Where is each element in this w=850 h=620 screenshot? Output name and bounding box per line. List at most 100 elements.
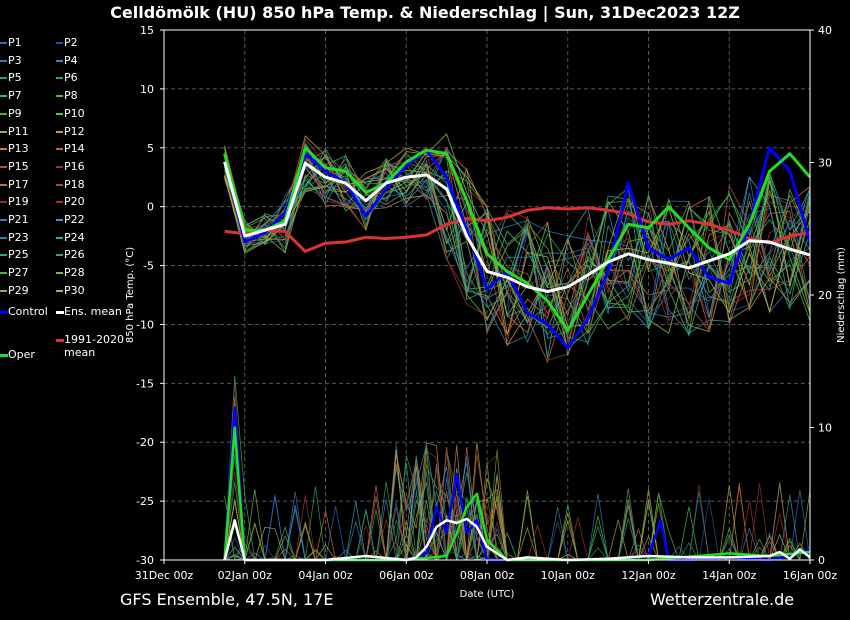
legend-swatch (0, 112, 7, 115)
y-axis-label: 850 hPa Temp. (°C) (125, 247, 136, 343)
legend-swatch (0, 354, 8, 357)
legend-swatch (0, 42, 7, 44)
legend-label: P30 (64, 283, 85, 297)
legend-swatch (0, 130, 7, 133)
legend-label: P20 (64, 195, 85, 209)
legend-label: P10 (64, 106, 85, 120)
footer-model-info: GFS Ensemble, 47.5N, 17E (120, 590, 334, 609)
y2-tick-label: 40 (818, 24, 832, 37)
ens-mean-line (223, 161, 811, 293)
legend-label: P19 (8, 195, 29, 209)
legend-label: Oper (8, 348, 35, 361)
legend-label: P5 (8, 71, 22, 85)
legend-swatch (56, 289, 63, 292)
y-tick-label: -5 (143, 260, 154, 273)
y2-tick-label: 20 (818, 289, 832, 302)
x-tick-label: 08Jan 00z (460, 569, 514, 582)
legend: P1 P2 P3 P4 P5 P6 P7 P8 P9 P10 P11 P12 P13 P14 P15 P16 P… (0, 35, 130, 375)
ensemble-member-line (224, 154, 811, 340)
legend-label: P16 (64, 159, 85, 173)
legend-label: 1991-2020 mean (64, 333, 124, 359)
legend-swatch (56, 254, 63, 257)
legend-label: P24 (64, 230, 85, 244)
legend-label: Ens. mean (64, 305, 122, 318)
legend-label: P18 (64, 177, 85, 191)
legend-label: P21 (8, 213, 29, 226)
legend-swatch (0, 289, 7, 292)
legend-swatch (56, 165, 63, 168)
x-axis-label: Date (UTC) (460, 589, 515, 600)
legend-label: P12 (64, 124, 85, 138)
legend-swatch (0, 95, 7, 98)
legend-label: P13 (8, 142, 29, 156)
legend-label: P2 (64, 36, 78, 49)
ensemble-member-precip-line (224, 447, 810, 561)
legend-swatch (56, 130, 63, 133)
control-line (223, 146, 812, 350)
legend-label: P1 (8, 36, 22, 49)
x-tick-label: 31Dec 00z (135, 569, 194, 582)
legend-swatch (0, 183, 7, 186)
legend-label: P9 (8, 106, 22, 120)
legend-swatch (0, 148, 7, 151)
y-tick-label: -15 (136, 377, 154, 390)
y-tick-label: -30 (136, 554, 154, 567)
ensemble-member-line (224, 141, 811, 361)
legend-swatch (0, 201, 7, 204)
legend-label: P23 (8, 230, 29, 244)
y2-axis-label: Niederschlag (mm) (836, 247, 847, 343)
legend-swatch (56, 272, 63, 275)
legend-label-line2: mean (64, 346, 96, 359)
ensemble-members-precip (224, 375, 811, 562)
oper-line (223, 146, 812, 332)
y2-tick-label: 0 (818, 554, 825, 567)
ensemble-member-line (224, 159, 811, 321)
legend-swatch (0, 254, 7, 257)
legend-swatch (56, 183, 63, 186)
legend-label: P25 (8, 248, 29, 262)
legend-label: P7 (8, 89, 22, 103)
ens-mean-precip-line (223, 517, 811, 562)
ensemble-member-precip-line (224, 466, 810, 561)
legend-label: P4 (64, 53, 78, 67)
y-tick-label: 10 (140, 83, 154, 96)
legend-swatch (56, 201, 63, 204)
legend-label: P3 (8, 53, 22, 67)
legend-swatch (0, 236, 7, 239)
clim-mean-line (224, 206, 811, 253)
legend-swatch (56, 311, 64, 314)
ensemble-member-precip-line (224, 382, 810, 561)
x-tick-label: 10Jan 00z (541, 569, 595, 582)
legend-label: P14 (64, 142, 85, 156)
y-tick-label: 0 (147, 201, 154, 214)
legend-swatch (56, 59, 63, 62)
legend-swatch (56, 112, 63, 115)
legend-swatch (56, 148, 63, 151)
y-tick-label: -20 (136, 436, 154, 449)
ensemble-member-precip-line (224, 375, 810, 561)
x-tick-label: 06Jan 00z (379, 569, 433, 582)
legend-label: P22 (64, 213, 85, 226)
ensemble-member-precip-line (224, 462, 810, 561)
y-tick-label: -25 (136, 495, 154, 508)
legend-swatch (0, 165, 7, 168)
legend-swatch (0, 219, 7, 221)
legend-swatch (56, 42, 63, 44)
ensemble-member-precip-line (224, 462, 810, 562)
y-tick-label: -10 (136, 318, 154, 331)
ensemble-member-line (224, 145, 811, 334)
legend-label: P27 (8, 266, 29, 280)
legend-swatch (56, 219, 63, 221)
legend-label: P11 (8, 124, 29, 138)
y2-tick-label: 10 (818, 422, 832, 435)
legend-label: P28 (64, 266, 85, 280)
ensemble-member-line (224, 150, 811, 335)
legend-label: P15 (8, 159, 29, 173)
x-tick-label: 16Jan 00z (783, 569, 837, 582)
ensemble-member-precip-line (224, 463, 810, 562)
legend-swatch (0, 272, 7, 275)
legend-swatch (0, 59, 7, 62)
legend-label: P17 (8, 177, 29, 191)
x-tick-label: 12Jan 00z (621, 569, 675, 582)
